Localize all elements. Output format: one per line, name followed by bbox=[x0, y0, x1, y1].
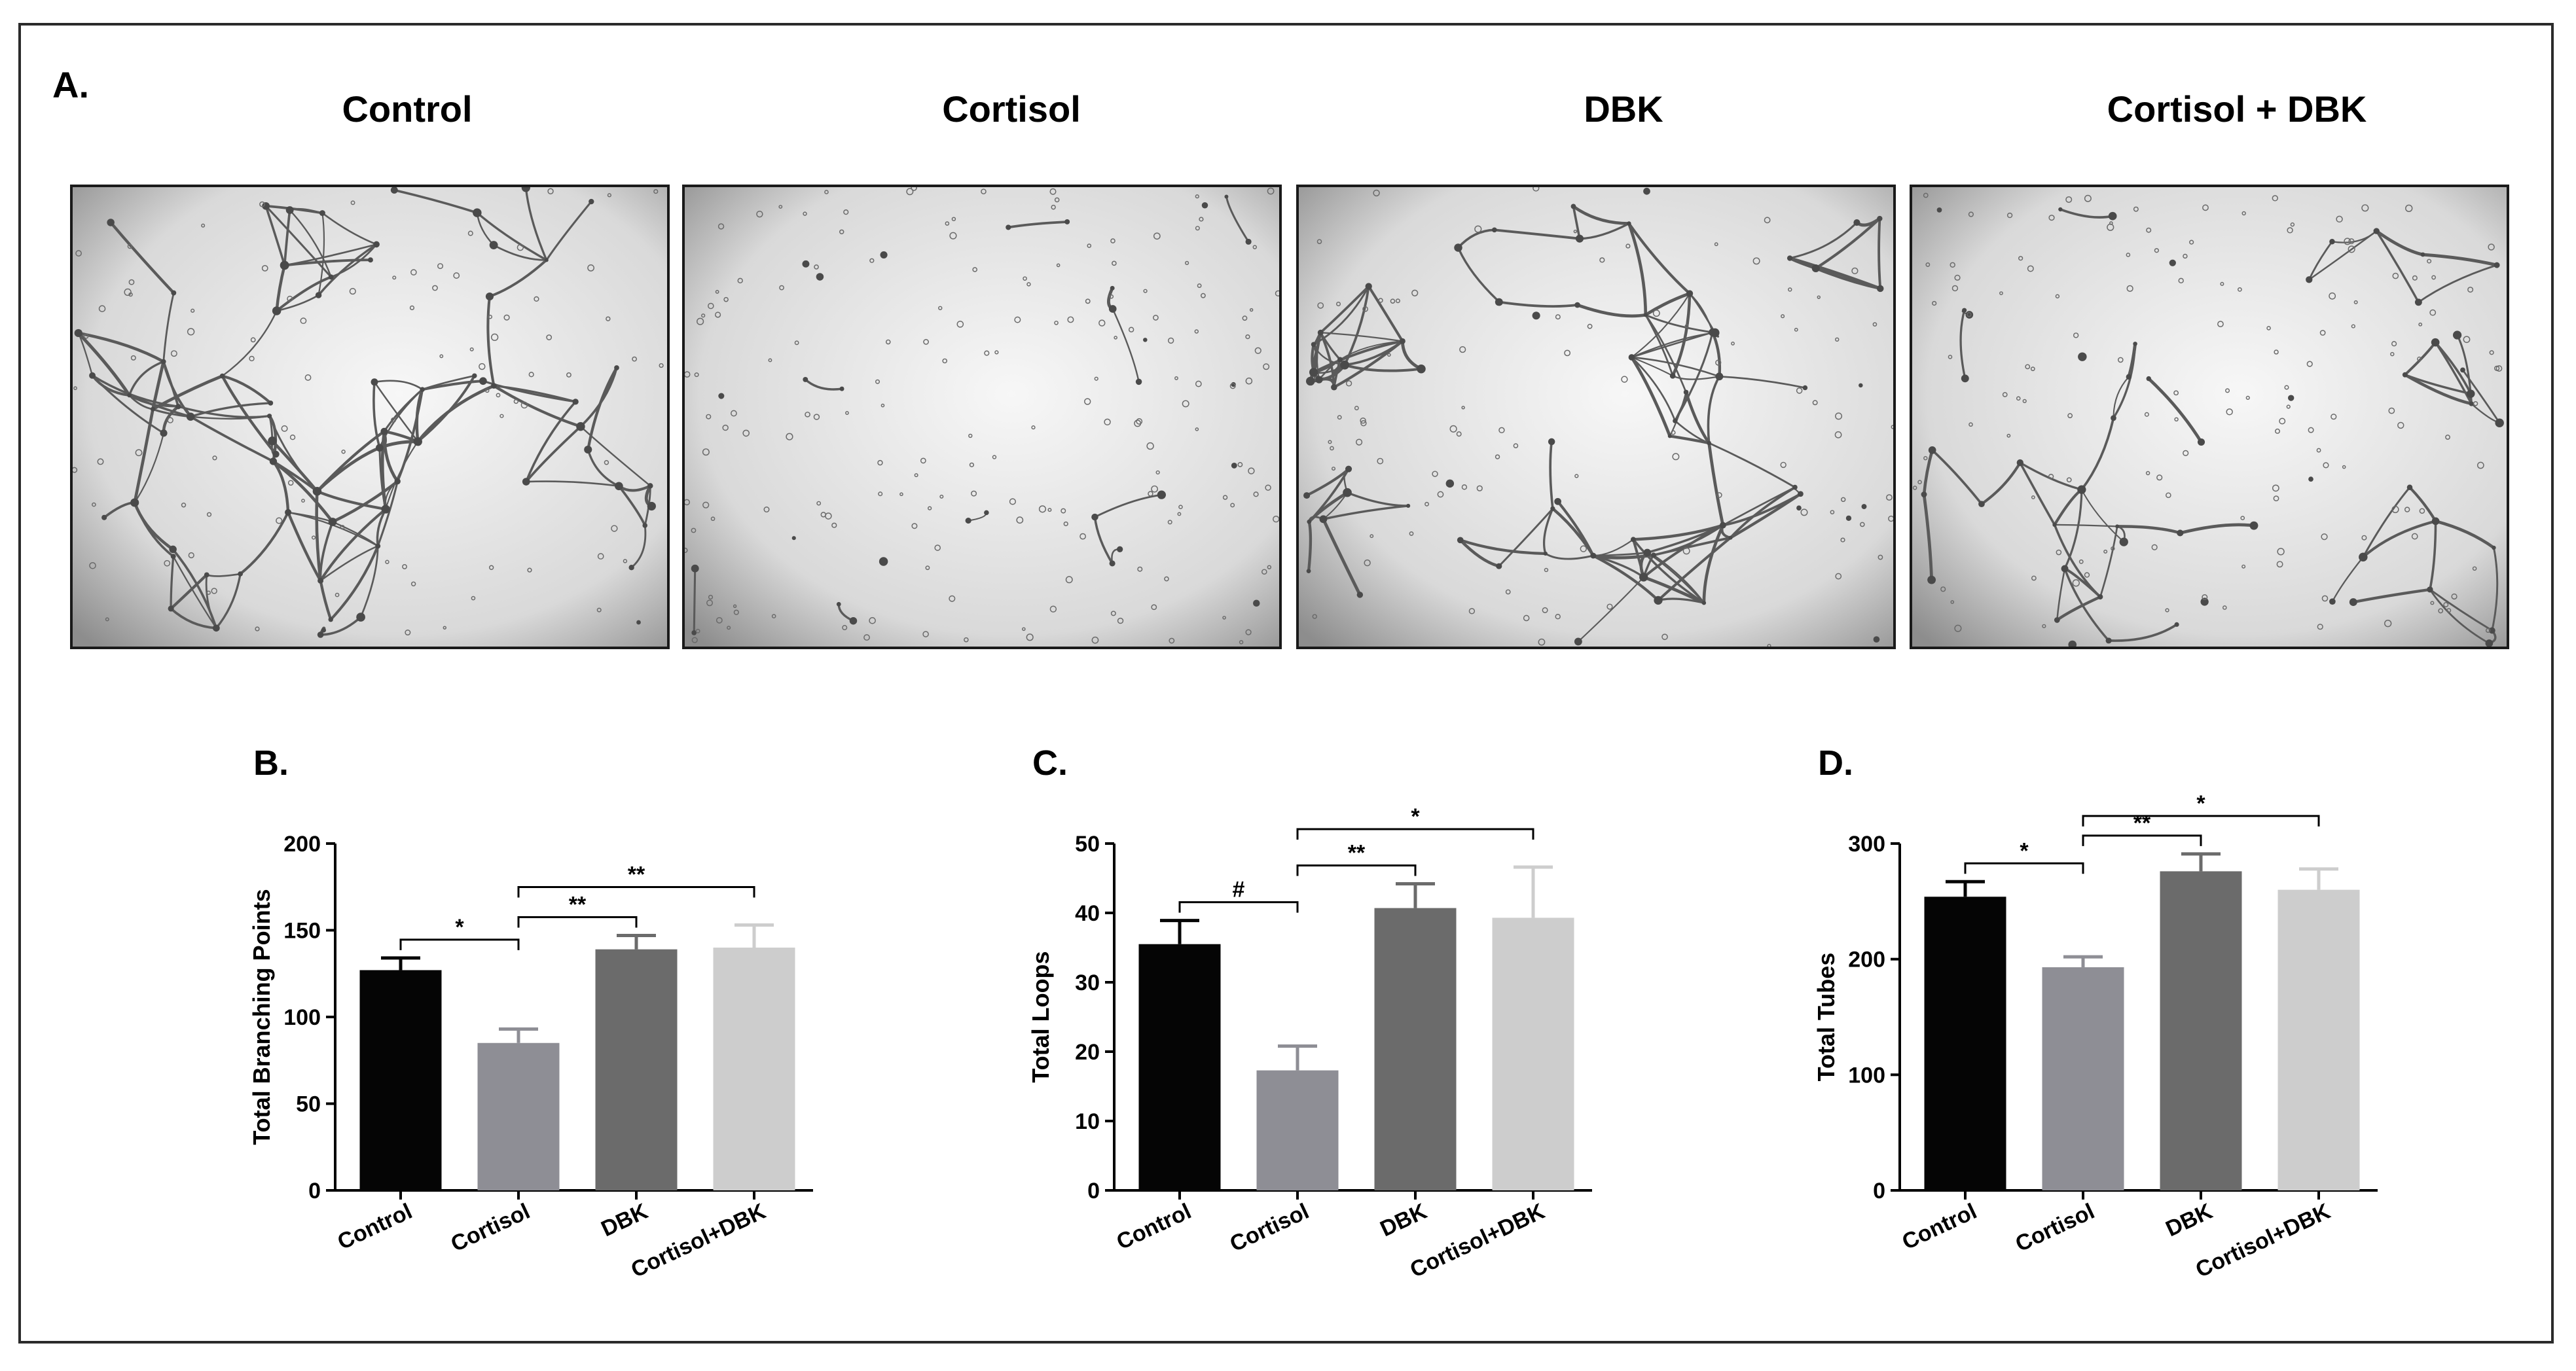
bar bbox=[477, 1042, 560, 1190]
bar bbox=[2042, 967, 2124, 1190]
significance-label: ** bbox=[1348, 840, 1366, 865]
chart-total-loops: C. 0 10 20 30 40 50 Total Loops Control Cortisol D… bbox=[1027, 743, 1592, 1283]
bar bbox=[1138, 944, 1221, 1190]
x-tick-label: DBK bbox=[2162, 1199, 2217, 1242]
micrograph-dbk bbox=[1296, 185, 1896, 649]
bar bbox=[359, 970, 442, 1190]
y-tick-label: 200 bbox=[283, 832, 321, 857]
chart-total-tubes: D. 0 100 200 300 Total Tubes Control Cortisol DB… bbox=[1813, 743, 2378, 1283]
significance-label: # bbox=[1233, 878, 1245, 902]
micrograph-cortisol-dbk bbox=[1910, 185, 2509, 649]
y-axis-label: Total Branching Points bbox=[248, 889, 275, 1145]
micrograph-control bbox=[70, 185, 670, 649]
significance-label: ** bbox=[628, 863, 645, 887]
chart-branching-points: B. 0 50 100 150 200 Total Branching Points Cont… bbox=[248, 743, 813, 1283]
y-tick-label: 0 bbox=[308, 1179, 321, 1203]
y-axis-label: Total Tubes bbox=[1813, 953, 1840, 1082]
significance-label: * bbox=[1411, 804, 1420, 829]
image-title-control: Control bbox=[342, 88, 473, 130]
x-tick-label: Cortisol bbox=[2012, 1199, 2098, 1257]
image-title-dbk: DBK bbox=[1584, 88, 1663, 130]
y-tick-label: 100 bbox=[1848, 1063, 1885, 1088]
y-tick-label: 100 bbox=[283, 1005, 321, 1030]
x-tick-label: Control bbox=[1898, 1199, 1981, 1255]
panel-letter: C. bbox=[1032, 743, 1068, 783]
significance-bracket bbox=[517, 916, 638, 928]
y-tick-label: 40 bbox=[1075, 901, 1100, 926]
significance-bracket bbox=[517, 886, 755, 898]
x-tick-label: DBK bbox=[598, 1199, 652, 1242]
y-tick-label: 30 bbox=[1075, 970, 1100, 995]
significance-label: ** bbox=[2133, 811, 2151, 836]
x-tick-label: Cortisol+DBK bbox=[1406, 1199, 1549, 1283]
y-tick-label: 50 bbox=[296, 1092, 321, 1117]
significance-bracket bbox=[1178, 901, 1299, 913]
bar bbox=[1924, 897, 2006, 1190]
panel-letter: B. bbox=[253, 743, 289, 783]
y-tick-label: 300 bbox=[1848, 832, 1885, 857]
x-tick-label: Cortisol bbox=[1226, 1199, 1313, 1257]
y-tick-label: 150 bbox=[283, 919, 321, 944]
significance-bracket bbox=[2082, 815, 2320, 827]
y-tick-label: 50 bbox=[1075, 832, 1100, 857]
bar bbox=[2277, 889, 2360, 1190]
y-tick-label: 0 bbox=[1873, 1179, 1885, 1203]
micrograph-cortisol bbox=[682, 185, 1282, 649]
significance-bracket bbox=[1296, 828, 1534, 840]
bar bbox=[1374, 908, 1457, 1190]
significance-label: ** bbox=[569, 892, 587, 917]
panel-letter: D. bbox=[1818, 743, 1853, 783]
significance-bracket bbox=[2082, 834, 2202, 846]
bar bbox=[713, 948, 795, 1190]
bar bbox=[595, 949, 678, 1190]
x-tick-label: Cortisol+DBK bbox=[627, 1199, 770, 1283]
x-tick-label: Control bbox=[1113, 1199, 1195, 1255]
x-tick-label: Cortisol bbox=[447, 1199, 534, 1257]
x-tick-label: Control bbox=[334, 1199, 416, 1255]
y-axis-label: Total Loops bbox=[1027, 951, 1054, 1082]
y-tick-label: 200 bbox=[1848, 948, 1885, 972]
significance-bracket bbox=[1296, 864, 1417, 876]
bar bbox=[2160, 871, 2242, 1190]
image-title-cortisol: Cortisol bbox=[942, 88, 1081, 130]
x-tick-label: Cortisol+DBK bbox=[2192, 1199, 2334, 1283]
y-tick-label: 0 bbox=[1087, 1179, 1100, 1203]
figure-frame: A. Control Cortisol DBK Cortisol + DBK B… bbox=[18, 23, 2554, 1344]
significance-bracket bbox=[399, 938, 520, 950]
bar bbox=[1256, 1070, 1339, 1190]
significance-label: * bbox=[2196, 791, 2205, 816]
significance-bracket bbox=[1964, 862, 2084, 874]
image-title-cortisol-dbk: Cortisol + DBK bbox=[2107, 88, 2367, 130]
panel-a-letter: A. bbox=[52, 64, 89, 105]
y-tick-label: 20 bbox=[1075, 1040, 1100, 1065]
y-tick-label: 10 bbox=[1075, 1109, 1100, 1134]
significance-label: * bbox=[2020, 838, 2029, 863]
bar bbox=[1492, 917, 1574, 1190]
x-tick-label: DBK bbox=[1377, 1199, 1431, 1242]
significance-label: * bbox=[455, 915, 464, 940]
